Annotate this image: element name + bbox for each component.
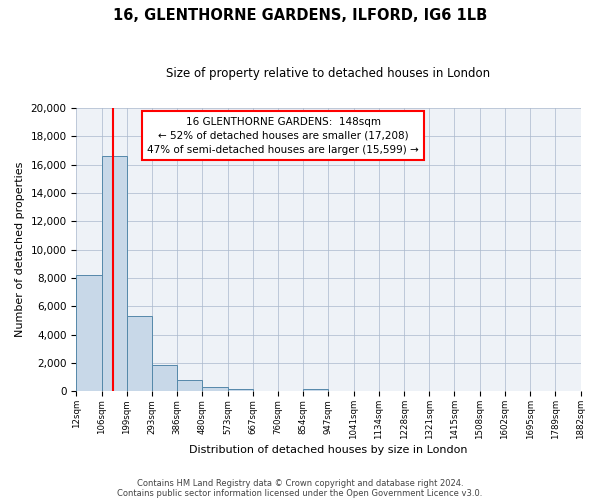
Text: 16, GLENTHORNE GARDENS, ILFORD, IG6 1LB: 16, GLENTHORNE GARDENS, ILFORD, IG6 1LB — [113, 8, 487, 22]
Text: Contains HM Land Registry data © Crown copyright and database right 2024.: Contains HM Land Registry data © Crown c… — [137, 478, 463, 488]
Title: Size of property relative to detached houses in London: Size of property relative to detached ho… — [166, 68, 491, 80]
Bar — [127, 316, 152, 392]
Text: 16 GLENTHORNE GARDENS:  148sqm
← 52% of detached houses are smaller (17,208)
47%: 16 GLENTHORNE GARDENS: 148sqm ← 52% of d… — [147, 116, 419, 154]
Bar — [227, 388, 253, 392]
Bar — [76, 275, 101, 392]
Bar — [152, 365, 177, 392]
X-axis label: Distribution of detached houses by size in London: Distribution of detached houses by size … — [189, 445, 468, 455]
Bar — [202, 387, 227, 392]
Bar — [303, 390, 328, 392]
Bar — [101, 156, 127, 392]
Bar — [177, 380, 202, 392]
Y-axis label: Number of detached properties: Number of detached properties — [15, 162, 25, 338]
Text: Contains public sector information licensed under the Open Government Licence v3: Contains public sector information licen… — [118, 488, 482, 498]
